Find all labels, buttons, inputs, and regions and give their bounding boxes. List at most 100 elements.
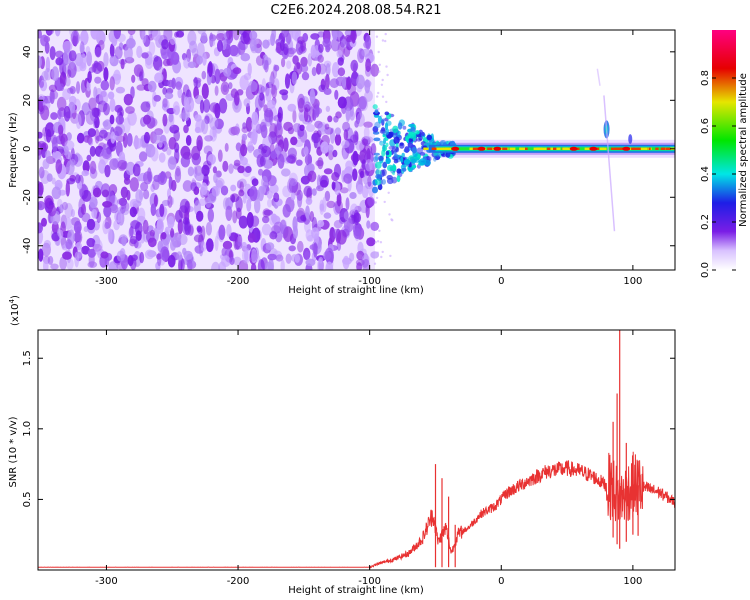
signal-dash bbox=[487, 147, 493, 150]
noise-blob bbox=[282, 185, 291, 198]
spectrogram-y-label: Frequency (Hz) bbox=[8, 112, 19, 188]
signal-dash bbox=[435, 147, 444, 150]
noise-blob bbox=[345, 107, 352, 121]
noise-blob bbox=[104, 164, 111, 178]
noise-blob bbox=[62, 88, 71, 101]
noise-blob bbox=[109, 43, 115, 58]
noise-blob bbox=[277, 153, 285, 169]
signal-turbulence bbox=[392, 164, 397, 172]
noise-blob bbox=[158, 140, 163, 148]
noise-blob bbox=[247, 62, 252, 76]
noise-blob bbox=[70, 209, 75, 218]
noise-blob bbox=[309, 244, 318, 251]
noise-blob bbox=[242, 247, 251, 264]
signal-dash bbox=[600, 147, 607, 150]
noise-blob bbox=[183, 96, 190, 112]
noise-blob bbox=[184, 220, 191, 236]
noise-blob bbox=[207, 193, 217, 204]
noise-blob bbox=[311, 132, 321, 144]
noise-blob bbox=[152, 30, 161, 41]
noise-blob bbox=[121, 235, 127, 247]
noise-blob bbox=[87, 134, 93, 145]
signal-streak bbox=[603, 95, 616, 232]
signal-dash bbox=[502, 147, 508, 150]
noise-blob bbox=[334, 127, 341, 136]
noise-blob bbox=[229, 257, 235, 265]
noise-blob bbox=[109, 114, 115, 125]
noise-blob bbox=[127, 255, 134, 267]
noise-blob bbox=[43, 239, 52, 249]
noise-blob bbox=[287, 177, 297, 194]
signal-turbulence bbox=[373, 156, 379, 163]
noise-blob bbox=[175, 81, 182, 90]
noise-blob bbox=[259, 92, 265, 101]
noise-blob bbox=[263, 209, 273, 216]
noise-speck bbox=[380, 255, 383, 259]
noise-blob bbox=[169, 112, 175, 128]
noise-blob bbox=[62, 201, 68, 211]
signal-turbulence bbox=[411, 146, 418, 154]
noise-blob bbox=[326, 200, 336, 209]
noise-blob bbox=[352, 150, 359, 166]
signal-turbulence bbox=[416, 138, 422, 142]
noise-blob bbox=[281, 30, 290, 38]
snr-y-ticks: 0.5 1.0 1.5 bbox=[22, 350, 675, 507]
snr-series-line bbox=[38, 451, 675, 569]
snr-x-ticks: -300 -200 -100 0 100 bbox=[95, 330, 642, 587]
noise-blob bbox=[275, 254, 284, 262]
noise-speck bbox=[384, 32, 387, 36]
noise-blob bbox=[249, 185, 258, 202]
y-tick-label: -40 bbox=[22, 238, 33, 254]
colorbar-ticks: 0.0 0.2 0.4 0.6 0.8 bbox=[700, 70, 736, 278]
noise-blob bbox=[334, 182, 341, 196]
noise-blob bbox=[88, 97, 97, 111]
noise-blob bbox=[89, 145, 96, 157]
noise-blob bbox=[362, 138, 369, 146]
signal-dash bbox=[469, 147, 476, 150]
noise-blob bbox=[295, 40, 304, 56]
signal-turbulence bbox=[384, 122, 389, 130]
noise-blob bbox=[136, 84, 146, 91]
noise-speck bbox=[378, 63, 381, 66]
signal-turbulence bbox=[385, 157, 391, 165]
noise-blob bbox=[75, 174, 81, 184]
noise-blob bbox=[55, 57, 63, 66]
noise-blob bbox=[250, 215, 260, 227]
noise-blob bbox=[80, 30, 89, 46]
noise-blob bbox=[214, 235, 219, 251]
noise-blob bbox=[70, 30, 80, 46]
x-tick-label: 0 bbox=[498, 576, 504, 587]
noise-blob bbox=[327, 115, 333, 123]
noise-blob bbox=[38, 55, 42, 69]
noise-speck bbox=[380, 83, 384, 87]
signal-dash bbox=[472, 147, 482, 150]
noise-blob bbox=[156, 218, 164, 234]
noise-blob bbox=[288, 178, 299, 194]
signal-peak bbox=[569, 146, 578, 151]
noise-blob bbox=[196, 42, 205, 59]
noise-blob bbox=[107, 91, 115, 100]
noise-blob bbox=[352, 168, 358, 181]
noise-blob bbox=[120, 186, 129, 199]
y-tick-label: 40 bbox=[22, 45, 33, 58]
noise-blob bbox=[310, 33, 320, 40]
noise-blob bbox=[156, 253, 162, 260]
noise-blob bbox=[81, 102, 91, 116]
noise-blob bbox=[323, 168, 333, 175]
snr-y-multiplier: (x104) bbox=[8, 295, 21, 326]
noise-blob bbox=[38, 248, 44, 262]
noise-blob bbox=[283, 121, 293, 132]
noise-speck bbox=[375, 196, 379, 200]
noise-blob bbox=[343, 173, 353, 184]
noise-blob bbox=[292, 55, 299, 65]
noise-blob bbox=[109, 98, 116, 112]
noise-blob bbox=[356, 184, 364, 195]
noise-blob bbox=[200, 241, 207, 252]
noise-blob bbox=[158, 152, 166, 163]
noise-blob bbox=[129, 177, 139, 192]
noise-speck bbox=[374, 201, 377, 204]
noise-speck bbox=[384, 39, 387, 43]
noise-speck bbox=[377, 91, 380, 95]
noise-blob bbox=[279, 219, 287, 235]
noise-blob bbox=[140, 181, 149, 192]
